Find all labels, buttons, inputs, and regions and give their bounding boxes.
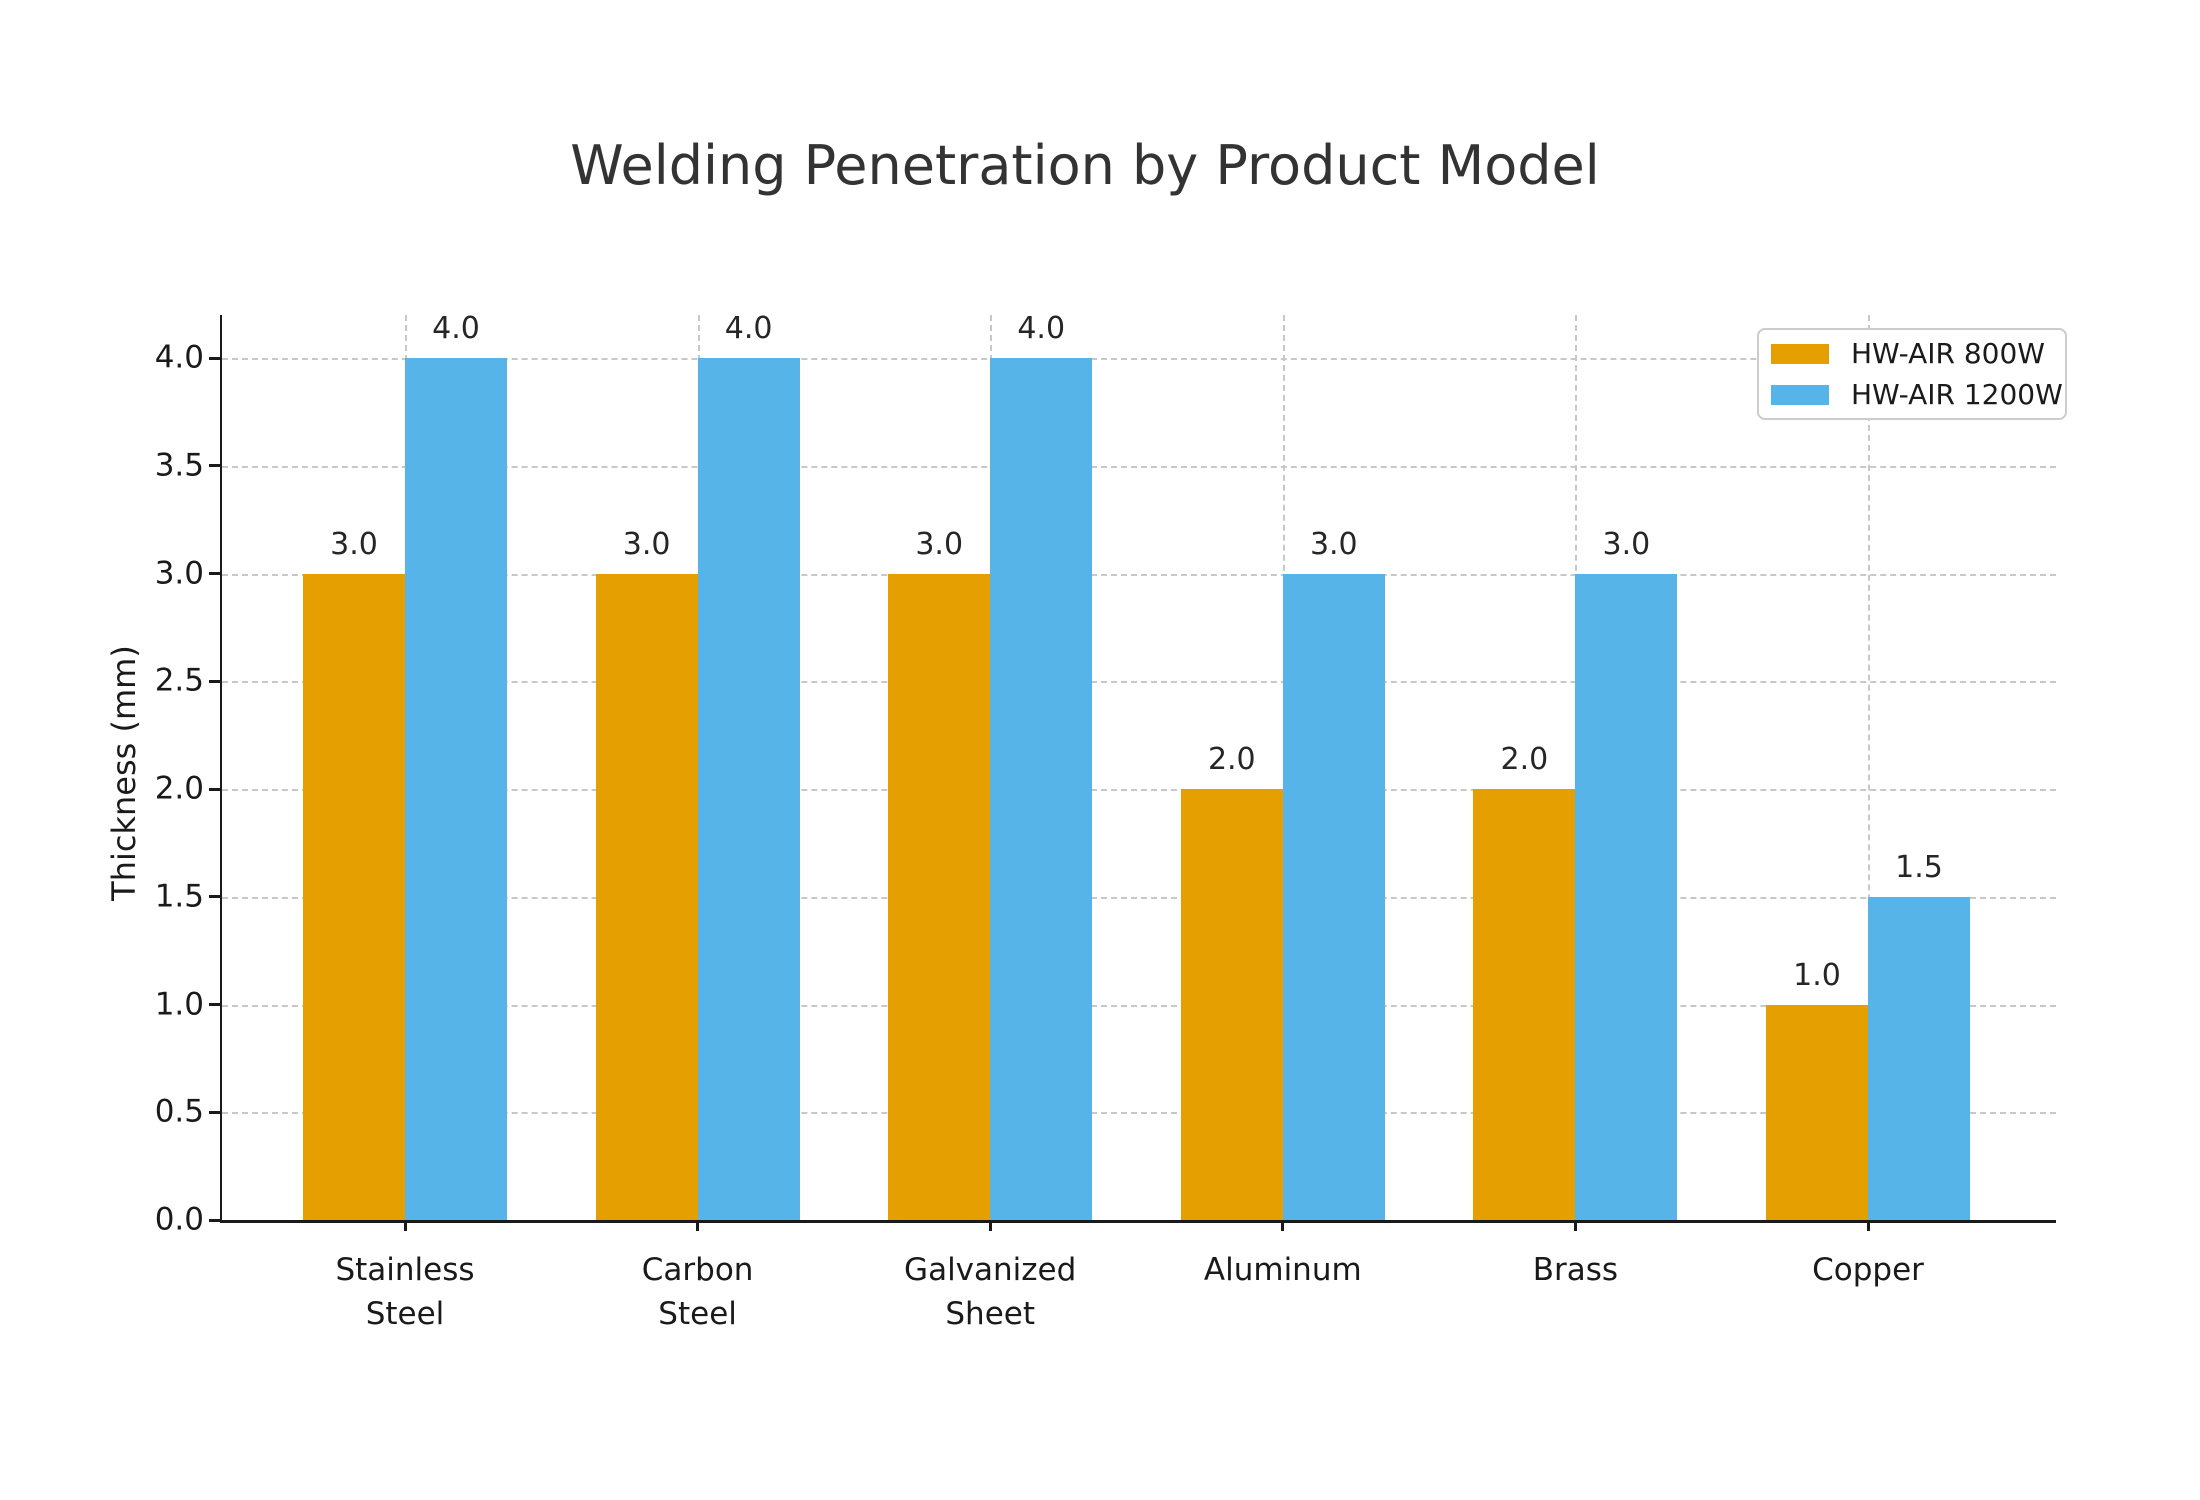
- legend-label-1200w: HW-AIR 1200W: [1851, 378, 2063, 411]
- x-tick-label: Stainless Steel: [335, 1252, 475, 1332]
- bar-hw-air-800w: [1766, 1004, 1868, 1220]
- legend-swatch-1200w: [1771, 384, 1829, 405]
- y-tick-mark: [209, 1003, 221, 1006]
- y-tick-mark: [209, 356, 221, 360]
- bar-value-label: 2.0: [1500, 742, 1549, 777]
- bar-value-label: 1.5: [1895, 849, 1943, 885]
- y-tick-label: 2.5: [154, 662, 204, 699]
- y-gridline: [222, 573, 2056, 576]
- x-tick-label: Brass: [1532, 1252, 1619, 1288]
- y-gridline: [222, 1004, 2056, 1007]
- bar-hw-air-800w: [1180, 789, 1283, 1220]
- x-tick-mark: [696, 1220, 700, 1231]
- y-gridline: [222, 358, 2056, 360]
- bar-value-label: 4.0: [724, 311, 773, 346]
- bar-hw-air-1200w: [697, 358, 800, 1220]
- x-tick-mark: [1573, 1220, 1577, 1231]
- bar-hw-air-1200w: [1575, 573, 1678, 1220]
- y-gridline: [222, 789, 2056, 791]
- bar-value-label: 3.0: [330, 526, 378, 562]
- y-tick-label: 3.0: [154, 554, 204, 591]
- bar-value-label: 3.0: [622, 526, 671, 562]
- bar-value-label: 1.0: [1793, 957, 1841, 993]
- bar-hw-air-800w: [595, 573, 698, 1220]
- legend: HW-AIR 800W HW-AIR 1200W: [1757, 328, 2067, 420]
- y-tick-label: 4.0: [154, 339, 204, 376]
- chart-title: Welding Penetration by Product Model: [570, 134, 1600, 197]
- bar-value-label: 4.0: [432, 311, 480, 346]
- y-gridline: [222, 465, 2056, 468]
- y-tick-mark: [209, 1110, 221, 1114]
- bar-hw-air-1200w: [1282, 573, 1385, 1220]
- bar-value-label: 3.0: [915, 526, 964, 562]
- y-tick-mark: [209, 1218, 221, 1222]
- bar-hw-air-1200w: [405, 358, 507, 1220]
- y-tick-mark: [209, 679, 221, 683]
- y-gridline: [222, 896, 2056, 899]
- bar-value-label: 3.0: [1602, 526, 1651, 562]
- x-tick-label: Carbon Steel: [641, 1252, 754, 1332]
- bar-hw-air-1200w: [1868, 896, 1970, 1220]
- plot-area: 0.0 0.5 1.0 1.5 2.0 2.5 3.0 3.5 4.0 Stainless Stee…: [155, 311, 2056, 1332]
- x-axis-spine: [219, 1220, 2056, 1223]
- y-tick-label: 3.5: [154, 447, 204, 484]
- y-axis-label: Thickness (mm): [105, 645, 143, 901]
- x-tick-mark: [988, 1220, 992, 1231]
- y-tick-label: 0.5: [154, 1093, 204, 1130]
- x-tick-mark: [1866, 1220, 1870, 1231]
- y-tick-label: 1.5: [154, 878, 204, 915]
- x-gridline: [1868, 315, 1870, 1220]
- x-tick-label: Galvanized Sheet: [904, 1252, 1077, 1332]
- x-tick-label: Copper: [1812, 1252, 1924, 1288]
- legend-entry-1200w: HW-AIR 1200W: [1771, 378, 2065, 411]
- y-tick-label: 0.0: [154, 1201, 204, 1238]
- y-tick-label: 1.0: [154, 985, 204, 1022]
- bar-hw-air-800w: [303, 573, 405, 1220]
- bar-value-label: 4.0: [1017, 311, 1066, 346]
- y-tick-label: 2.0: [154, 770, 204, 807]
- x-tick-mark: [1281, 1220, 1285, 1231]
- legend-label-800w: HW-AIR 800W: [1851, 337, 2045, 370]
- y-tick-mark: [209, 787, 221, 791]
- legend-entry-800w: HW-AIR 800W: [1771, 337, 2065, 370]
- y-gridline: [222, 681, 2056, 684]
- x-tick-label: Aluminum: [1203, 1252, 1362, 1288]
- x-tick-mark: [403, 1220, 407, 1231]
- bar-value-label: 2.0: [1207, 742, 1256, 777]
- y-axis-spine: [219, 315, 222, 1223]
- bar-hw-air-1200w: [990, 358, 1093, 1220]
- bar-hw-air-800w: [1473, 789, 1576, 1220]
- y-tick-mark: [209, 895, 221, 899]
- bar-hw-air-800w: [888, 573, 991, 1220]
- bar-value-label: 3.0: [1309, 526, 1358, 562]
- y-tick-mark: [209, 572, 221, 575]
- y-gridline: [222, 1112, 2056, 1115]
- legend-swatch-800w: [1771, 343, 1829, 364]
- y-tick-mark: [209, 464, 221, 468]
